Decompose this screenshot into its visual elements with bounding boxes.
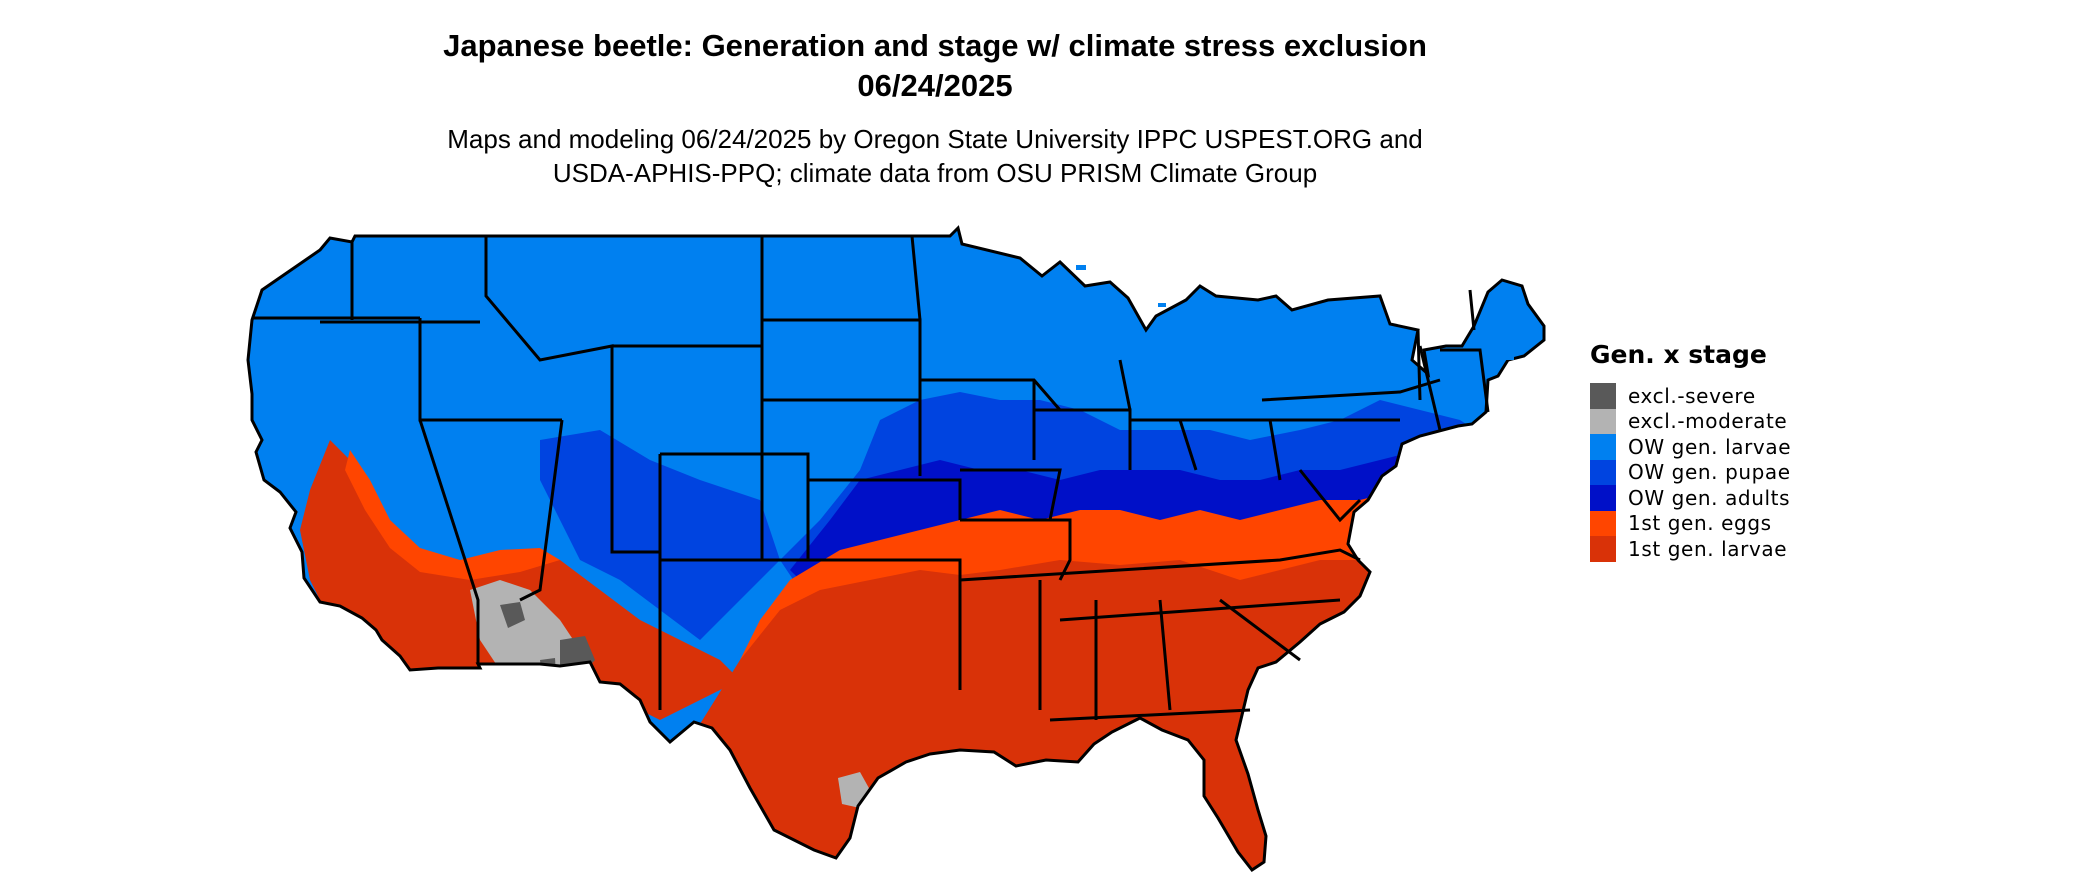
legend-item: OW gen. adults (1590, 485, 1791, 511)
legend-swatch (1590, 536, 1616, 562)
legend-label: 1st gen. eggs (1628, 511, 1772, 536)
legend-swatch (1590, 510, 1616, 536)
zone-1st-eggs-west (345, 450, 560, 580)
legend-label: excl.-severe (1628, 383, 1756, 408)
state-boundaries (252, 235, 1490, 722)
legend-title: Gen. x stage (1590, 340, 1767, 369)
legend-label: 1st gen. larvae (1628, 536, 1788, 561)
legend-item: 1st gen. larvae (1590, 536, 1791, 562)
zone-excl-severe-2 (500, 602, 525, 628)
zone-1st-larvae-west (300, 440, 740, 720)
legend: Gen. x stage excl.-severe excl.-moderate O… (1590, 340, 1791, 562)
map-title-line2: 06/24/2025 (857, 68, 1013, 103)
legend-label: OW gen. adults (1628, 485, 1791, 510)
legend-item: OW gen. larvae (1590, 434, 1791, 460)
island-details (1076, 265, 1514, 360)
legend-item: excl.-severe (1590, 383, 1791, 409)
legend-label: excl.-moderate (1628, 409, 1788, 434)
map-subtitle-line2: USDA-APHIS-PPQ; climate data from OSU PR… (552, 158, 1318, 188)
legend-swatch (1590, 459, 1616, 485)
legend-label: OW gen. pupae (1628, 460, 1791, 485)
map-subtitle-line1: Maps and modeling 06/24/2025 by Oregon S… (447, 124, 1423, 154)
legend-item: excl.-moderate (1590, 408, 1791, 434)
legend-item: 1st gen. eggs (1590, 510, 1791, 536)
legend-items: excl.-severe excl.-moderate OW gen. larvae… (1590, 383, 1791, 562)
legend-swatch (1590, 383, 1616, 409)
map-title-line1: Japanese beetle: Generation and stage w/… (443, 28, 1427, 63)
legend-item: OW gen. pupae (1590, 459, 1791, 485)
legend-swatch (1590, 408, 1616, 434)
legend-swatch (1590, 434, 1616, 460)
legend-label: OW gen. larvae (1628, 434, 1792, 459)
zone-excl-severe-3 (540, 658, 556, 676)
legend-swatch (1590, 485, 1616, 511)
